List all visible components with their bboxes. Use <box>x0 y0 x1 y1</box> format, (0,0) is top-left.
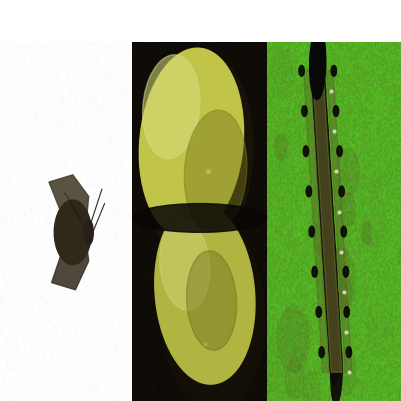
Ellipse shape <box>323 213 335 290</box>
Ellipse shape <box>316 93 327 169</box>
Ellipse shape <box>155 203 255 384</box>
Ellipse shape <box>314 73 326 150</box>
Ellipse shape <box>303 146 309 157</box>
Ellipse shape <box>321 172 332 251</box>
Ellipse shape <box>159 212 264 401</box>
Ellipse shape <box>302 105 307 116</box>
Ellipse shape <box>310 28 326 99</box>
Ellipse shape <box>319 347 324 358</box>
Polygon shape <box>49 175 89 225</box>
Ellipse shape <box>306 186 312 197</box>
Ellipse shape <box>326 254 337 330</box>
Ellipse shape <box>344 307 349 317</box>
Ellipse shape <box>312 266 317 277</box>
Ellipse shape <box>328 299 340 365</box>
Ellipse shape <box>313 52 325 130</box>
Ellipse shape <box>186 251 237 350</box>
Polygon shape <box>326 71 352 372</box>
Ellipse shape <box>331 65 336 76</box>
Ellipse shape <box>139 48 243 237</box>
Ellipse shape <box>341 226 346 237</box>
Polygon shape <box>312 71 342 372</box>
Ellipse shape <box>320 151 331 231</box>
Ellipse shape <box>330 320 341 385</box>
Ellipse shape <box>84 220 93 245</box>
Ellipse shape <box>327 278 338 346</box>
Ellipse shape <box>143 55 200 159</box>
Ellipse shape <box>343 266 348 277</box>
Ellipse shape <box>346 347 352 358</box>
Ellipse shape <box>331 340 342 401</box>
Ellipse shape <box>316 307 322 317</box>
Ellipse shape <box>144 53 253 261</box>
Ellipse shape <box>184 110 247 233</box>
Ellipse shape <box>312 31 324 110</box>
Ellipse shape <box>299 65 304 76</box>
Ellipse shape <box>160 219 210 310</box>
Ellipse shape <box>324 234 336 310</box>
Ellipse shape <box>337 146 342 157</box>
Ellipse shape <box>322 192 334 271</box>
Ellipse shape <box>309 226 314 237</box>
Ellipse shape <box>54 200 91 265</box>
Ellipse shape <box>339 186 344 197</box>
Ellipse shape <box>317 110 328 192</box>
Ellipse shape <box>318 131 330 212</box>
Ellipse shape <box>132 204 267 232</box>
Polygon shape <box>52 239 89 290</box>
Ellipse shape <box>333 105 339 116</box>
Polygon shape <box>304 71 329 372</box>
